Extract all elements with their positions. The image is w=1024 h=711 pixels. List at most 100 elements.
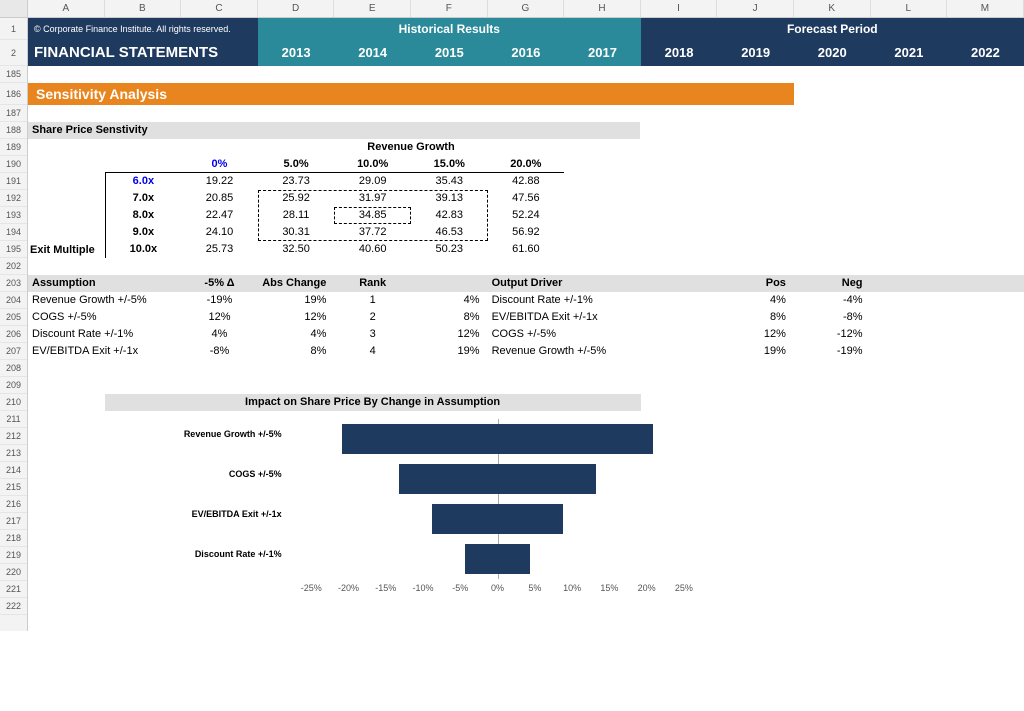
row-header[interactable]: 205 xyxy=(0,309,27,326)
row-header[interactable]: 186 xyxy=(0,83,27,105)
tornado-bar-pos xyxy=(498,424,654,454)
row-header[interactable]: 203 xyxy=(0,275,27,292)
row-header[interactable]: 212 xyxy=(0,428,27,445)
hdr-blank xyxy=(411,275,488,292)
sens-cell[interactable]: 30.31 xyxy=(258,224,335,241)
chart-label: Discount Rate +/-1% xyxy=(102,549,282,559)
row-header[interactable]: 207 xyxy=(0,343,27,360)
chart-label: Revenue Growth +/-5% xyxy=(102,429,282,439)
row-header[interactable]: 202 xyxy=(0,258,27,275)
col-header[interactable]: M xyxy=(947,0,1024,17)
row-header[interactable]: 2 xyxy=(0,40,27,66)
col-header[interactable]: C xyxy=(181,0,258,17)
sens-cell[interactable]: 24.10 xyxy=(181,224,258,241)
assumption-row: EV/EBITDA Exit +/-1x-8%8%419%Revenue Gro… xyxy=(28,343,1024,360)
row-header[interactable]: 204 xyxy=(0,292,27,309)
sens-cell[interactable]: 34.85 xyxy=(334,207,411,224)
sens-cell[interactable]: 42.88 xyxy=(488,173,565,190)
sens-cell[interactable]: 20.85 xyxy=(181,190,258,207)
year: 2013 xyxy=(258,40,335,66)
row-header[interactable]: 206 xyxy=(0,326,27,343)
sens-cell[interactable]: 31.97 xyxy=(334,190,411,207)
row-header[interactable]: 193 xyxy=(0,207,27,224)
assump-pct: 12% xyxy=(411,326,488,343)
col-header[interactable]: B xyxy=(105,0,182,17)
row-header[interactable]: 217 xyxy=(0,513,27,530)
col-header[interactable]: L xyxy=(871,0,948,17)
row-header[interactable]: 191 xyxy=(0,173,27,190)
sens-cell[interactable]: 46.53 xyxy=(411,224,488,241)
spreadsheet-body[interactable]: © Corporate Finance Institute. All right… xyxy=(28,18,1024,631)
driver-pos: 4% xyxy=(717,292,794,309)
sens-col: 0% xyxy=(181,156,258,173)
exit-multiple-label: Exit Multiple xyxy=(28,207,95,292)
col-header[interactable]: E xyxy=(334,0,411,17)
sens-cell[interactable]: 52.24 xyxy=(488,207,565,224)
sens-cell[interactable]: 50.23 xyxy=(411,241,488,258)
col-header[interactable]: I xyxy=(641,0,718,17)
sens-cell[interactable]: 23.73 xyxy=(258,173,335,190)
row-header[interactable]: 214 xyxy=(0,462,27,479)
row-header[interactable]: 187 xyxy=(0,105,27,122)
row-header[interactable]: 209 xyxy=(0,377,27,394)
sens-cell[interactable]: 19.22 xyxy=(181,173,258,190)
row-header[interactable]: 216 xyxy=(0,496,27,513)
sens-cell[interactable]: 25.73 xyxy=(181,241,258,258)
row-header[interactable]: 218 xyxy=(0,530,27,547)
revenue-growth-label: Revenue Growth xyxy=(258,139,564,156)
sens-col: 20.0% xyxy=(488,156,565,173)
sens-cell[interactable]: 47.56 xyxy=(488,190,565,207)
row-header[interactable]: 185 xyxy=(0,66,27,83)
row-header[interactable]: 220 xyxy=(0,564,27,581)
row-header[interactable]: 195 xyxy=(0,241,27,258)
row-header[interactable]: 1 xyxy=(0,18,27,40)
row-header[interactable]: 213 xyxy=(0,445,27,462)
assump-pct: 8% xyxy=(411,309,488,326)
row-header[interactable]: 189 xyxy=(0,139,27,156)
col-header[interactable]: D xyxy=(258,0,335,17)
sens-cell[interactable]: 40.60 xyxy=(334,241,411,258)
row-header[interactable]: 190 xyxy=(0,156,27,173)
chart-title: Impact on Share Price By Change in Assum… xyxy=(105,394,641,411)
col-header[interactable]: K xyxy=(794,0,871,17)
sensitivity-row: 10.0x25.7332.5040.6050.2361.60 xyxy=(28,241,1024,258)
row-header[interactable]: 211 xyxy=(0,411,27,428)
col-header[interactable]: F xyxy=(411,0,488,17)
sens-cell[interactable]: 37.72 xyxy=(334,224,411,241)
sens-cell[interactable]: 35.43 xyxy=(411,173,488,190)
sens-cell[interactable]: 25.92 xyxy=(258,190,335,207)
sens-cell[interactable]: 56.92 xyxy=(488,224,565,241)
col-header[interactable]: G xyxy=(488,0,565,17)
row-header[interactable]: 215 xyxy=(0,479,27,496)
row-header[interactable]: 210 xyxy=(0,394,27,411)
year: 2020 xyxy=(794,40,871,66)
row-header[interactable]: 192 xyxy=(0,190,27,207)
tornado-bar-neg xyxy=(342,424,498,454)
exit-row-label: 9.0x xyxy=(105,224,182,241)
sens-cell[interactable]: 29.09 xyxy=(334,173,411,190)
year: 2016 xyxy=(488,40,565,66)
sens-col: 10.0% xyxy=(334,156,411,173)
assump-rank: 3 xyxy=(334,326,411,343)
driver-name: Discount Rate +/-1% xyxy=(488,292,641,309)
driver-neg: -19% xyxy=(794,343,871,360)
row-header[interactable]: 208 xyxy=(0,360,27,377)
col-header[interactable]: A xyxy=(28,0,105,17)
row-header[interactable]: 188 xyxy=(0,122,27,139)
sensitivity-title: Sensitivity Analysis xyxy=(28,83,794,105)
row-header[interactable]: 222 xyxy=(0,598,27,615)
row-header[interactable]: 194 xyxy=(0,224,27,241)
sens-cell[interactable]: 39.13 xyxy=(411,190,488,207)
sens-cell[interactable]: 22.47 xyxy=(181,207,258,224)
sens-cell[interactable]: 28.11 xyxy=(258,207,335,224)
year: 2022 xyxy=(947,40,1024,66)
sens-cell[interactable]: 32.50 xyxy=(258,241,335,258)
col-header[interactable]: H xyxy=(564,0,641,17)
sens-cell[interactable]: 42.83 xyxy=(411,207,488,224)
row-header[interactable]: 221 xyxy=(0,581,27,598)
sens-cell[interactable]: 61.60 xyxy=(488,241,565,258)
x-tick: -25% xyxy=(293,583,330,593)
row-header[interactable]: 219 xyxy=(0,547,27,564)
select-all-corner[interactable] xyxy=(0,0,28,17)
col-header[interactable]: J xyxy=(717,0,794,17)
